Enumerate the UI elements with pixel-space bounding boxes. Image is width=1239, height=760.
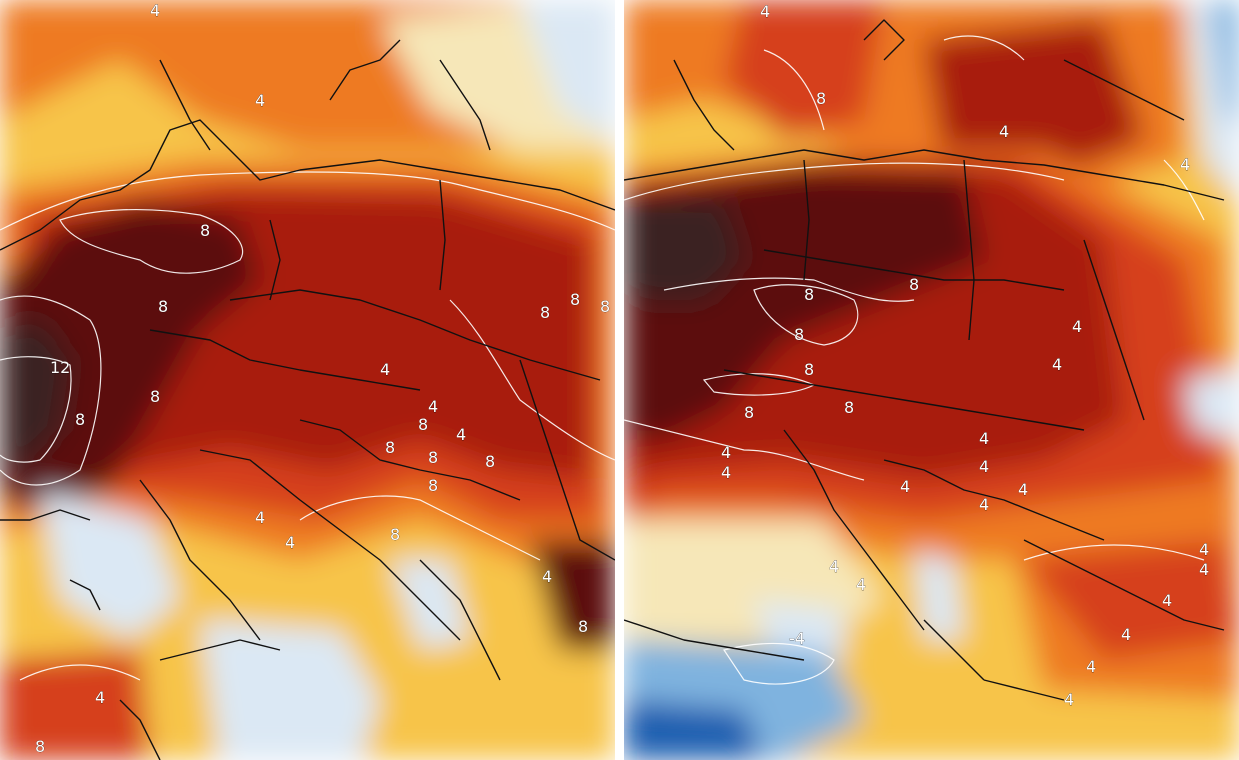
contour-label: 8 [909,275,919,294]
contour-label: 4 [255,91,265,110]
isotherm-contours-right [624,35,1205,685]
contour-label: 4 [721,463,731,482]
panel-divider [615,0,624,760]
contour-label: 8 [158,297,168,316]
contour-label: 4 [856,575,866,594]
contour-label: 4 [1121,625,1131,644]
contour-label: 8 [540,303,550,322]
contour-label: 8 [600,297,610,316]
contour-label: 8 [150,387,160,406]
contour-label: 4 [428,397,438,416]
contour-label: 4 [1199,560,1209,579]
contour-label: 8 [844,398,854,417]
contour-label: 4 [829,557,839,576]
contour-label: 8 [35,737,45,756]
contour-label: 8 [485,452,495,471]
contour-label: 4 [1086,657,1096,676]
contour-label: 4 [1180,155,1190,174]
contour-label: 4 [1162,591,1172,610]
contour-label: 8 [428,448,438,467]
contour-label: 12 [50,358,70,377]
contour-label: 4 [1199,540,1209,559]
anomaly-map-left: 4 4 8 8 8 12 8 8 8 8 4 4 8 8 8 8 8 8 4 4… [0,0,615,760]
anomaly-map-left-svg: 4 4 8 8 8 12 8 8 8 8 4 4 8 8 8 8 8 8 4 4… [0,0,615,760]
contour-label: 4 [1018,480,1028,499]
contour-label: 4 [721,443,731,462]
temperature-field-right [624,0,1239,760]
contour-label: 8 [804,360,814,379]
contour-label: 8 [816,89,826,108]
contour-label: 4 [979,457,989,476]
contour-label: 4 [979,429,989,448]
contour-label: 4 [999,122,1009,141]
contour-label: 8 [75,410,85,429]
contour-label: 4 [1064,690,1074,709]
contour-label: 4 [979,495,989,514]
contour-label: 4 [1072,317,1082,336]
contour-label: 4 [150,1,160,20]
contour-label: 8 [794,325,804,344]
temperature-field-left [0,0,615,760]
contour-label: 8 [744,403,754,422]
contour-label: 4 [1052,355,1062,374]
isotherm-contours-left [0,171,615,681]
contour-label: 4 [285,533,295,552]
contour-label: 8 [570,290,580,309]
contour-labels-left: 4 4 8 8 8 12 8 8 8 8 4 4 8 8 8 8 8 8 4 4… [35,1,611,756]
contour-label: 4 [380,360,390,379]
anomaly-map-right: 4 8 4 4 8 8 8 8 8 8 4 4 4 4 4 4 4 4 4 4 … [624,0,1239,760]
contour-label: 8 [804,285,814,304]
anomaly-map-right-svg: 4 8 4 4 8 8 8 8 8 8 4 4 4 4 4 4 4 4 4 4 … [624,0,1239,760]
contour-label: 8 [578,617,588,636]
contour-label: -4 [789,629,805,648]
contour-labels-right: 4 8 4 4 8 8 8 8 8 8 4 4 4 4 4 4 4 4 4 4 … [721,2,1210,709]
contour-label: 8 [428,476,438,495]
contour-label: 4 [542,567,552,586]
contour-label: 8 [200,221,210,240]
country-borders-right [624,19,1225,701]
contour-label: 4 [900,477,910,496]
contour-label: 8 [390,525,400,544]
contour-label: 8 [418,415,428,434]
contour-label: 4 [95,688,105,707]
contour-label: 4 [760,2,770,21]
contour-label: 8 [385,438,395,457]
contour-label: 4 [255,508,265,527]
country-borders-left [0,39,615,760]
contour-label: 4 [456,425,466,444]
